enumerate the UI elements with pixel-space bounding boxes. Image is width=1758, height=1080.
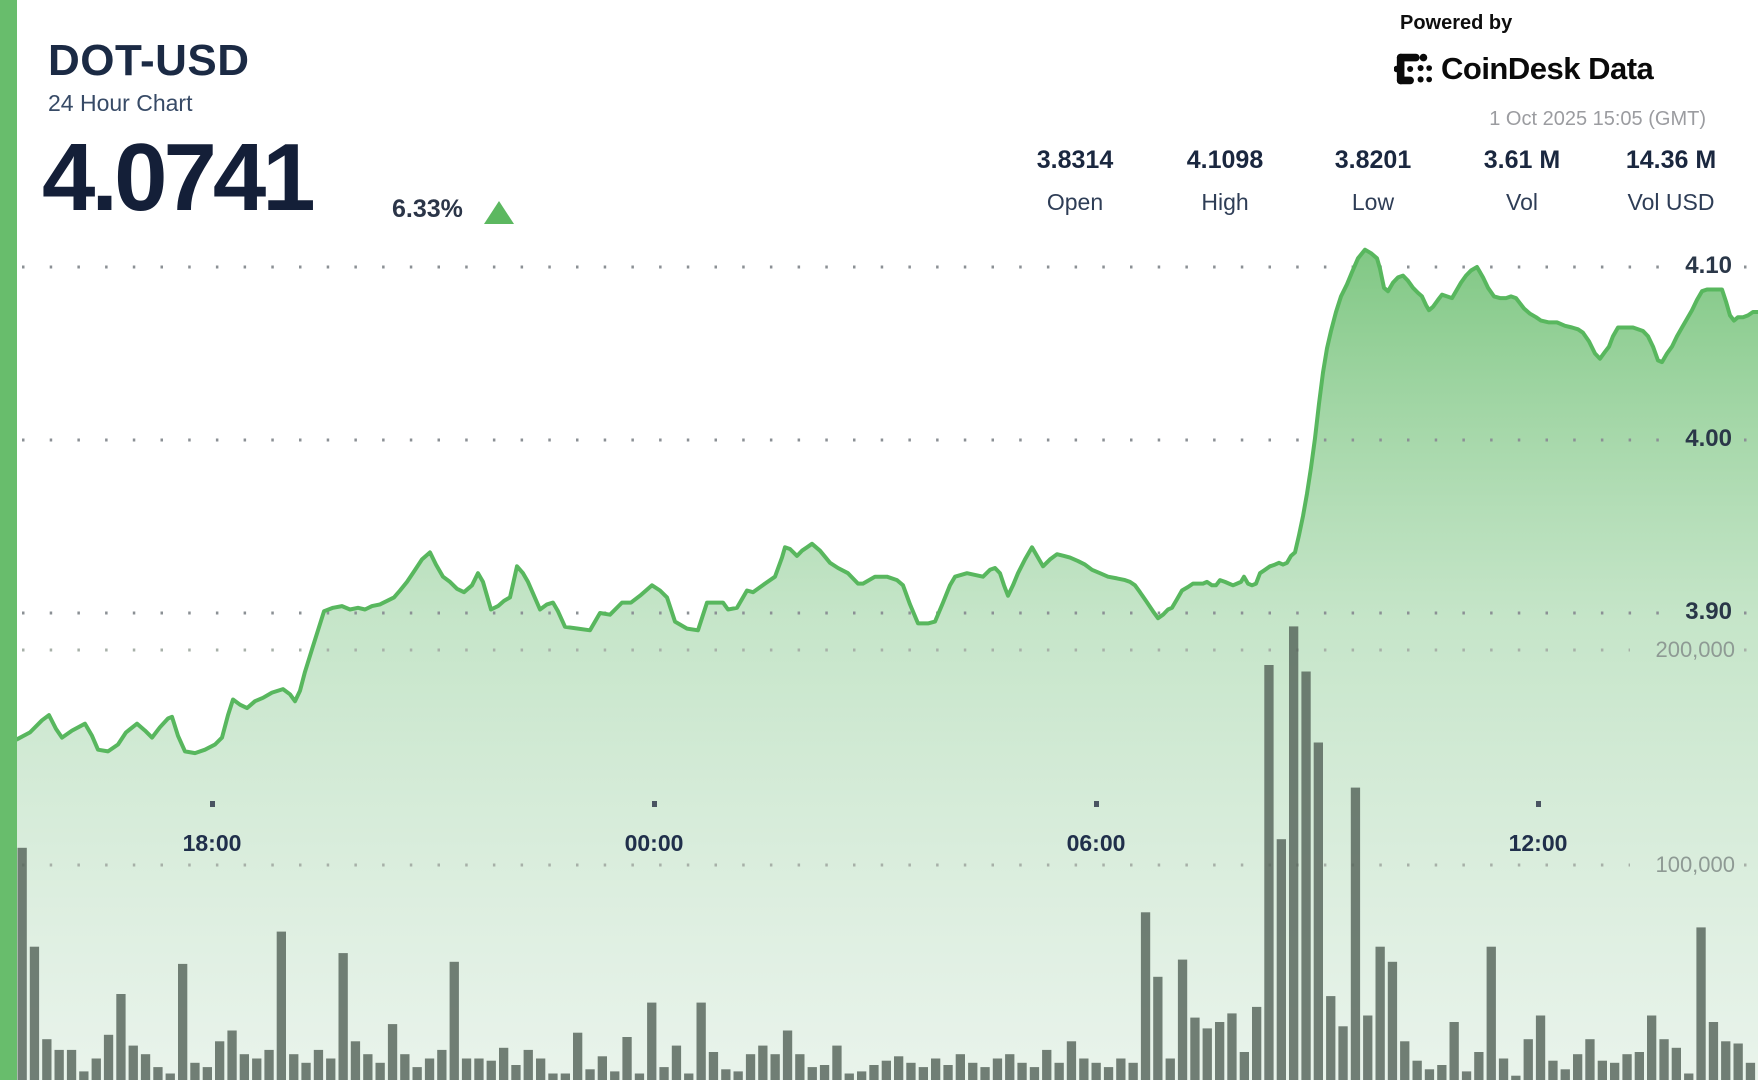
stat-high: 4.1098 High [1187,146,1263,216]
price-axis-label: 4.00 [1685,425,1732,452]
stat-vol-usd-value: 14.36 M [1625,146,1717,174]
coindesk-brand[interactable]: CoinDesk Data [1393,50,1654,88]
stat-vol-value: 3.61 M [1483,146,1561,174]
stat-vol-label: Vol [1506,189,1538,215]
powered-by-label: Powered by [1400,12,1513,34]
stat-open-label: Open [1046,189,1104,215]
time-axis-label: 06:00 [1066,830,1126,856]
stat-low-label: Low [1351,189,1395,215]
stat-low: 3.8201 Low [1335,146,1411,216]
stat-low-value: 3.8201 [1334,146,1412,174]
coindesk-brand-label: CoinDesk Data [1441,51,1654,86]
stat-high-value: 4.1098 [1186,146,1264,174]
page-title: DOT-USD [48,36,250,85]
stat-open-value: 3.8314 [1036,146,1114,174]
stat-open: 3.8314 Open [1037,146,1113,216]
stat-vol-usd: 14.36 M Vol USD [1626,146,1716,216]
chart-subtitle: 24 Hour Chart [48,90,193,116]
volume-axis-label: 100,000 [1655,852,1735,877]
time-axis-label: 18:00 [182,830,242,856]
price-axis-label: 3.90 [1685,598,1732,625]
time-axis-label: 00:00 [624,830,684,856]
accent-stripe [0,0,17,1080]
change-percent: 6.33% [392,195,463,223]
coindesk-logo-icon [1393,50,1432,88]
stat-high-label: High [1201,189,1249,215]
stat-vol: 3.61 M Vol [1484,146,1560,216]
chart-timestamp: 1 Oct 2025 15:05 (GMT) [1489,108,1706,130]
volume-axis-label: 200,000 [1655,637,1735,662]
price-axis-label: 4.10 [1685,252,1732,279]
up-arrow-icon [484,201,514,224]
current-price: 4.0741 [42,124,316,231]
stat-vol-usd-label: Vol USD [1627,189,1715,215]
time-axis-label: 12:00 [1508,830,1568,856]
